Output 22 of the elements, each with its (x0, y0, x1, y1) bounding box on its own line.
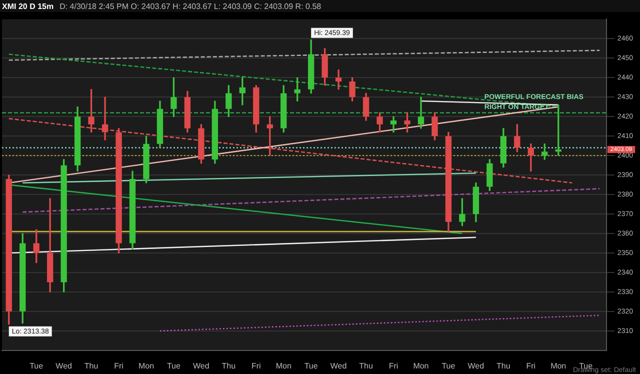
x-tick-label: Mon (413, 361, 429, 370)
x-tick-label: Wed (468, 361, 484, 370)
x-tick-label: Fri (114, 361, 124, 370)
chart-title: XMI 20 D 15m (2, 2, 54, 10)
x-tick-label: Thu (84, 361, 98, 370)
chart-subtitle: D: 4/30/18 2:45 PM O: 2403.67 H: 2403.67 L: 2403.09 C: 2403.09 R: 0.58 (60, 2, 322, 10)
x-tick-label: Wed (193, 361, 210, 370)
x-tick-label: Mon (550, 361, 566, 370)
x-tick-label: Tue (30, 361, 44, 370)
x-tick-label: Fri (388, 361, 398, 370)
x-tick-label: Tue (442, 361, 456, 370)
x-tick-label: Tue (304, 361, 318, 370)
x-tick-label: Fri (526, 361, 536, 370)
x-tick-label: Wed (56, 361, 72, 370)
x-tick-label: Thu (496, 361, 510, 370)
x-tick-label: Thu (359, 361, 373, 370)
x-tick-label: Fri (251, 361, 262, 370)
x-tick-label: Mon (276, 361, 292, 370)
x-tick-label: Wed (330, 361, 347, 370)
x-tick-label: Tue (166, 361, 181, 370)
x-tick-label: Mon (138, 361, 154, 370)
x-tick-label: Thu (222, 361, 236, 370)
